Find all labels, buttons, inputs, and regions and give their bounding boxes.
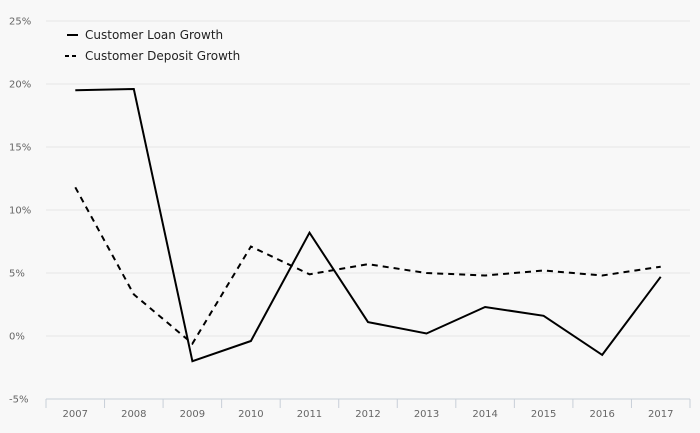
x-tick-label: 2009 bbox=[180, 409, 205, 420]
series-line-1 bbox=[74, 186, 661, 346]
y-tick-label: 0% bbox=[9, 332, 25, 343]
x-tick-label: 2007 bbox=[63, 409, 88, 420]
series-line-0 bbox=[75, 87, 662, 363]
x-tick-label: 2008 bbox=[121, 409, 146, 420]
y-tick-label: 15% bbox=[9, 143, 31, 154]
x-tick-label: 2013 bbox=[414, 409, 439, 420]
y-tick-label: -5% bbox=[9, 395, 28, 406]
x-axis: 2007 2008 2009 2010 2011 2012 2013 2014 2015 2016… bbox=[45, 398, 691, 420]
grid bbox=[46, 20, 690, 337]
x-tick-label: 2017 bbox=[648, 409, 673, 420]
legend-label: Customer Loan Growth bbox=[85, 28, 223, 42]
x-tick-label: 2010 bbox=[238, 409, 263, 420]
legend-label: Customer Deposit Growth bbox=[85, 49, 240, 63]
legend: Customer Loan Growth Customer Deposit Gro… bbox=[65, 28, 240, 63]
series-layer bbox=[74, 87, 662, 363]
y-tick-label: 10% bbox=[9, 206, 31, 217]
x-tick-label: 2016 bbox=[589, 409, 614, 420]
y-axis: -5% 0% 5% 10% 15% 20% 25% bbox=[9, 17, 31, 406]
x-tick-label: 2014 bbox=[472, 409, 497, 420]
x-tick-label: 2011 bbox=[297, 409, 322, 420]
x-tick-label: 2015 bbox=[531, 409, 556, 420]
y-tick-label: 5% bbox=[9, 269, 25, 280]
x-tick-label: 2012 bbox=[355, 409, 380, 420]
y-tick-label: 25% bbox=[9, 17, 31, 28]
y-tick-label: 20% bbox=[9, 80, 31, 91]
